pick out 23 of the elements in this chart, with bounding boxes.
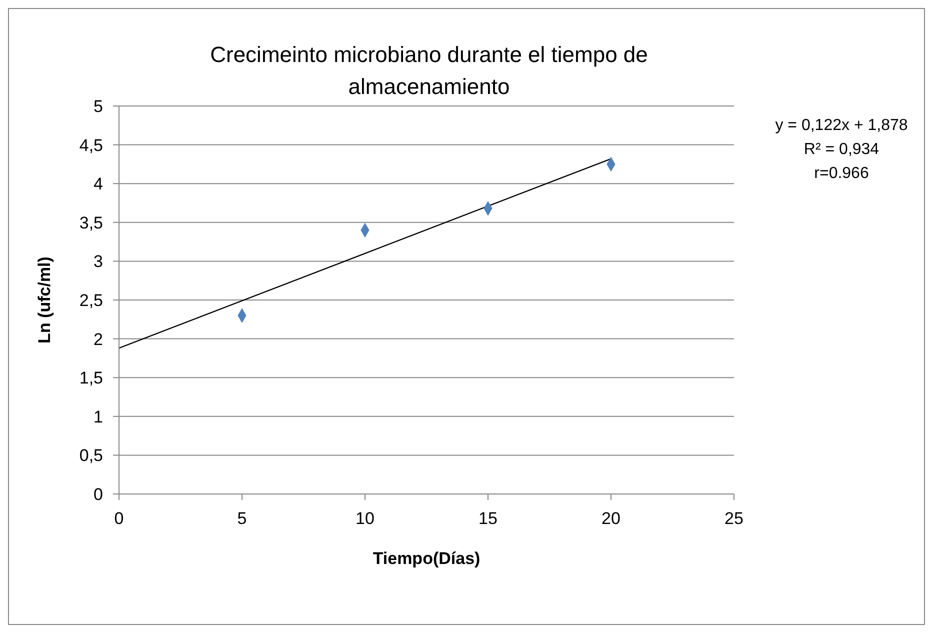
x-tick-label: 5	[237, 509, 247, 528]
y-tick-label: 2,5	[79, 291, 103, 310]
x-tick-label: 0	[114, 509, 124, 528]
y-tick-label: 0,5	[79, 446, 103, 466]
y-tick-label: 4,5	[79, 136, 103, 155]
text: r=0.966	[813, 164, 870, 184]
y-axis-title: Ln (ufc/ml)	[35, 256, 54, 344]
y-tick-label: 4	[94, 174, 103, 194]
y-tick-label: 5	[94, 97, 103, 116]
y-tick-label: 0	[94, 485, 103, 504]
x-tick-label: 20	[602, 509, 620, 528]
text: R² = 0,934	[802, 140, 880, 160]
chart-title: Crecimeinto microbiano durante el tiempo de almacenamiento	[209, 41, 649, 101]
y-tick-label: 3,5	[79, 213, 103, 232]
y-tick-label: 1,5	[79, 368, 103, 388]
text: y = 0,122x + 1,878	[774, 116, 909, 136]
y-tick-label: 1	[94, 407, 103, 426]
y-tick-label: 3	[94, 252, 103, 272]
x-tick-label: 25	[724, 509, 744, 528]
x-axis-title: Tiempo(Días)	[372, 549, 480, 568]
y-tick-label: 2	[94, 330, 103, 349]
x-tick-label: 15	[478, 509, 498, 528]
x-tick-label: 10	[356, 509, 374, 528]
